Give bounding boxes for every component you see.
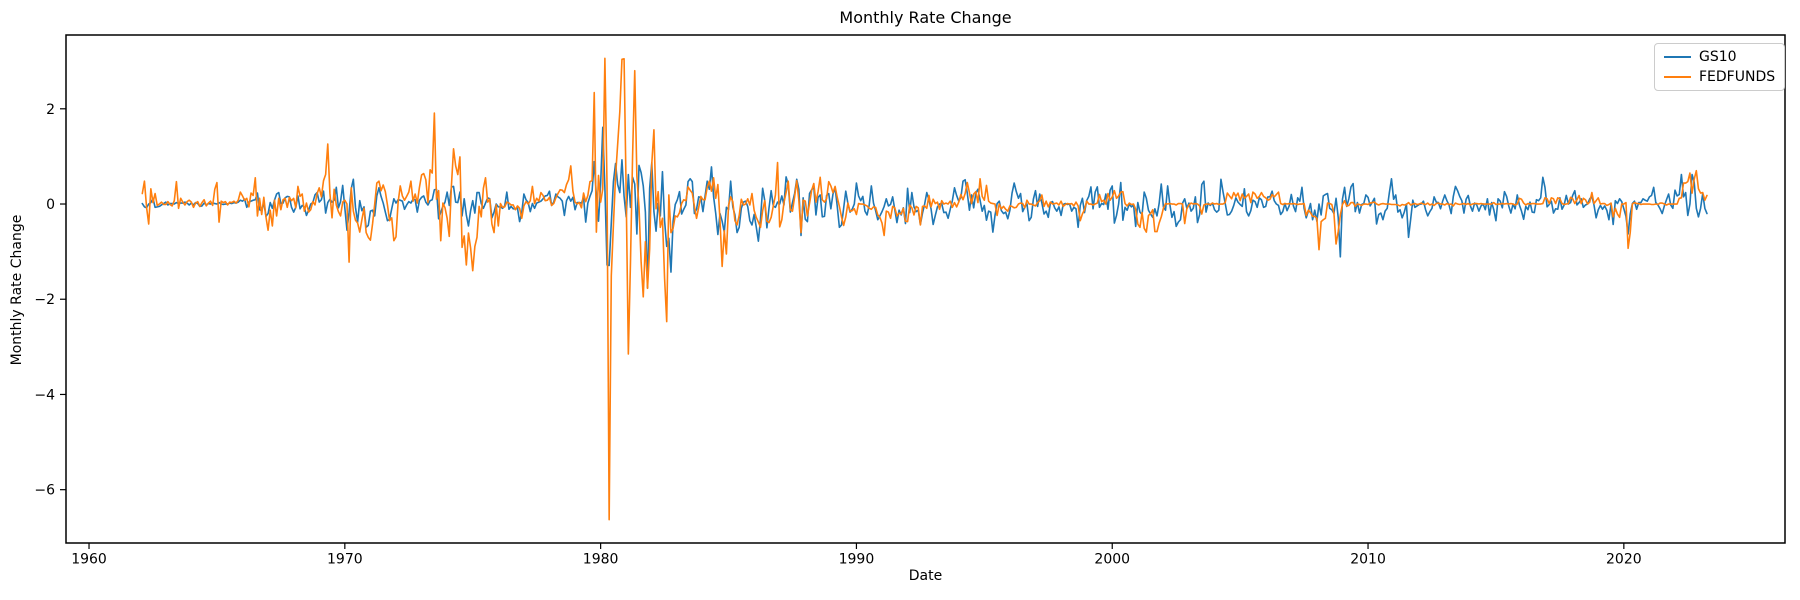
- gs10-legend-label: GS10: [1699, 49, 1737, 65]
- y-tick-label: 2: [46, 102, 55, 118]
- chart-title: Monthly Rate Change: [839, 8, 1012, 27]
- y-axis-label: Monthly Rate Change: [9, 214, 25, 366]
- x-tick-label: 2000: [1094, 552, 1130, 568]
- x-tick-label: 1990: [839, 552, 875, 568]
- x-tick-label: 2010: [1350, 552, 1386, 568]
- fedfunds-line-swatch: [1664, 76, 1691, 78]
- legend-item-gs10: GS10: [1664, 49, 1775, 65]
- x-tick-label: 1970: [327, 552, 363, 568]
- x-tick-label: 1980: [583, 552, 619, 568]
- y-tick-label: −2: [34, 292, 55, 308]
- y-tick-label: −6: [34, 483, 55, 499]
- series-line-fedfunds: [141, 57, 1708, 521]
- y-tick-label: 0: [46, 197, 55, 213]
- legend: GS10 FEDFUNDS: [1654, 43, 1786, 91]
- axes-frame: [65, 34, 1786, 544]
- gs10-line-swatch: [1664, 56, 1691, 58]
- y-tick-label: −4: [34, 387, 55, 403]
- x-axis-label: Date: [908, 568, 943, 584]
- series-line-gs10: [141, 126, 1708, 289]
- fedfunds-legend-label: FEDFUNDS: [1699, 69, 1776, 85]
- legend-item-fedfunds: FEDFUNDS: [1664, 69, 1775, 85]
- x-tick-label: 2020: [1606, 552, 1642, 568]
- x-tick-label: 1960: [71, 552, 107, 568]
